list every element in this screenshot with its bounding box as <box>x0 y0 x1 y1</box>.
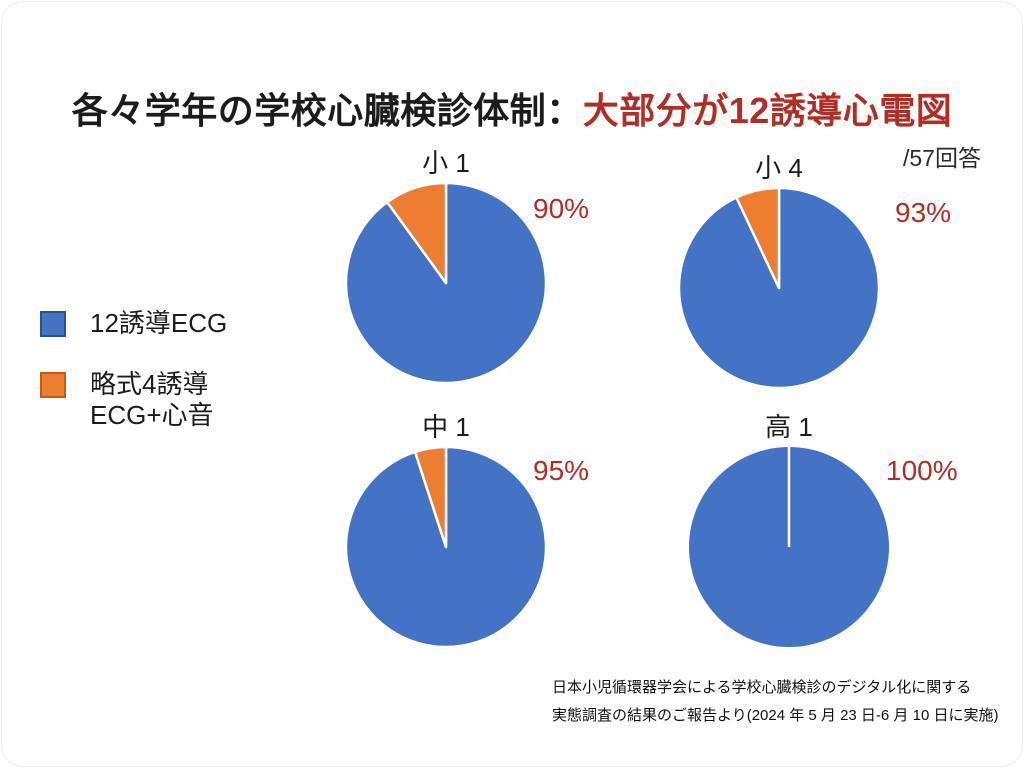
pie-percent-label: 93% <box>895 197 952 228</box>
pie-chart-ko1: 高 1 <box>686 412 892 650</box>
page-title-red-text: 大部分が12誘導心電図 <box>582 90 953 131</box>
pie-plot <box>343 180 549 386</box>
legend-swatch-orange <box>40 372 66 398</box>
legend-label-line: ECG+心音 <box>90 400 214 430</box>
pie-percent-label: 100% <box>886 455 958 486</box>
pie-title: 中 1 <box>422 412 470 442</box>
pie-chart-sho4: 小 4 <box>676 153 882 391</box>
legend-item-4-lead-ecg: 略式4誘導 ECG+心音 <box>40 369 227 431</box>
pie-percent-label: 95% <box>533 455 590 486</box>
pie-title: 高 1 <box>765 412 813 442</box>
source-note-line-1: 日本小児循環器学会による学校心臓検診のデジタル化に関する <box>552 679 972 696</box>
pie-title: 小 4 <box>755 153 803 183</box>
responses-count-note: /57回答 <box>903 145 981 171</box>
page-title: 各々学年の学校心臓検診体制：大部分が12誘導心電図 <box>2 82 1022 134</box>
legend-item-12-lead-ecg: 12誘導ECG <box>40 308 227 339</box>
legend-label-line: 12誘導ECG <box>90 308 228 338</box>
legend-label: 12誘導ECG <box>90 308 227 339</box>
pie-plot <box>676 185 882 391</box>
pie-plot <box>343 444 549 650</box>
chart-legend: 12誘導ECG 略式4誘導 ECG+心音 <box>40 308 227 461</box>
source-note-line-2: 実態調査の結果のご報告より(2024 年 5 月 23 日-6 月 10 日に実… <box>552 707 999 724</box>
pie-percent-label: 90% <box>533 193 590 224</box>
pie-title: 小 1 <box>422 148 470 178</box>
legend-label-line: 略式4誘導 <box>90 369 209 399</box>
pie-chart-sho1: 小 1 <box>343 148 549 386</box>
source-note: 日本小児循環器学会による学校心臓検診のデジタル化に関する 実態調査の結果のご報告… <box>552 674 998 730</box>
page-title-black-text: 各々学年の学校心臓検診体制： <box>71 90 583 131</box>
legend-swatch-blue <box>40 311 66 337</box>
legend-label: 略式4誘導 ECG+心音 <box>90 369 214 431</box>
pie-chart-chu1: 中 1 <box>343 412 549 650</box>
pie-plot <box>686 444 892 650</box>
